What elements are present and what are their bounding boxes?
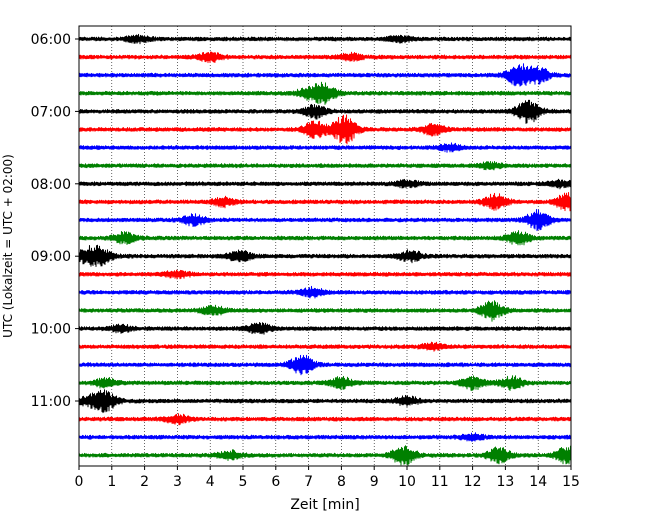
y-tick-label: 07:00 <box>31 104 71 120</box>
y-tick-label: 10:00 <box>31 322 71 338</box>
trace-row-3 <box>78 81 572 105</box>
x-tick-label: 13 <box>496 474 514 490</box>
x-tick-label: 1 <box>107 474 116 490</box>
plot-frame <box>78 25 572 467</box>
trace-row-2 <box>78 63 572 87</box>
trace-row-0 <box>78 33 572 45</box>
x-tick-label: 9 <box>370 474 379 490</box>
y-tick-label: 06:00 <box>31 32 71 48</box>
trace-row-8 <box>78 178 572 190</box>
trace-row-4 <box>78 99 572 124</box>
trace-row-9 <box>78 192 572 212</box>
x-tick-label: 7 <box>304 474 313 490</box>
x-tick-label: 10 <box>398 474 416 490</box>
y-ticks: 06:00 07:00 08:00 09:00 10:00 11:00 <box>31 32 79 410</box>
y-axis-label: UTC (Lokalzeit = UTC + 02:00) <box>1 154 15 338</box>
trace-row-23 <box>78 445 572 466</box>
trace-row-22 <box>78 432 572 443</box>
trace-row-14 <box>78 285 572 299</box>
trace-row-13 <box>78 269 572 280</box>
x-tick-label: 12 <box>464 474 482 490</box>
trace-row-1 <box>78 51 572 64</box>
trace-row-11 <box>78 230 572 246</box>
trace-row-6 <box>78 142 572 153</box>
x-ticks: 0 1 2 3 4 5 6 7 8 9 10 11 12 13 14 15 <box>75 466 580 490</box>
trace-row-21 <box>78 413 572 426</box>
trace-row-16 <box>78 322 572 335</box>
trace-row-7 <box>78 161 572 171</box>
x-tick-label: 15 <box>562 474 580 490</box>
x-tick-label: 6 <box>271 474 280 490</box>
trace-row-10 <box>78 209 572 232</box>
y-tick-label: 08:00 <box>31 177 71 193</box>
trace-row-20 <box>78 389 572 414</box>
x-tick-label: 4 <box>206 474 215 490</box>
grid-layer <box>111 26 539 466</box>
x-tick-label: 11 <box>431 474 449 490</box>
trace-row-15 <box>78 300 572 322</box>
y-tick-label: 11:00 <box>31 394 71 410</box>
trace-row-5 <box>78 114 572 145</box>
trace-row-12 <box>78 244 572 267</box>
x-tick-label: 3 <box>173 474 182 490</box>
x-axis-label: Zeit [min] <box>290 497 359 513</box>
trace-row-19 <box>78 375 572 392</box>
x-tick-label: 14 <box>529 474 547 490</box>
x-tick-label: 5 <box>239 474 248 490</box>
x-tick-label: 8 <box>337 474 346 490</box>
x-tick-label: 0 <box>75 474 84 490</box>
trace-row-18 <box>78 354 572 376</box>
x-tick-label: 2 <box>140 474 149 490</box>
trace-row-17 <box>78 341 572 352</box>
traces-layer <box>78 33 572 466</box>
y-tick-label: 09:00 <box>31 249 71 265</box>
